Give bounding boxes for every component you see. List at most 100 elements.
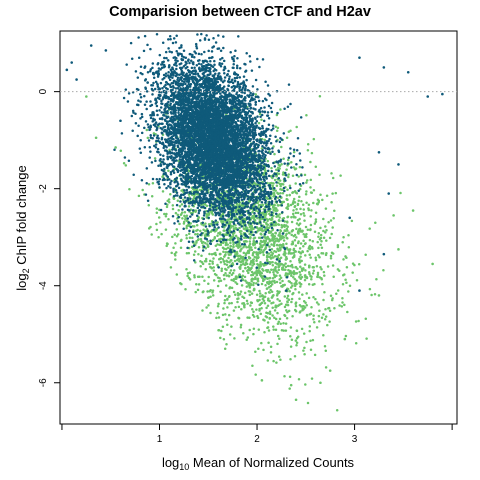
data-point <box>303 300 306 303</box>
data-point <box>168 198 171 201</box>
data-point <box>216 243 219 246</box>
data-point <box>297 200 300 203</box>
data-point <box>316 241 319 244</box>
data-point <box>209 266 212 269</box>
data-point <box>308 283 311 286</box>
data-point <box>261 283 264 286</box>
data-point <box>165 187 168 190</box>
data-point <box>214 273 217 276</box>
data-point <box>177 233 180 236</box>
data-point <box>236 237 239 240</box>
data-point <box>267 342 270 345</box>
data-point <box>307 143 310 146</box>
data-point <box>254 278 256 281</box>
data-point <box>208 253 211 256</box>
data-point <box>244 279 247 282</box>
data-point <box>199 230 202 233</box>
data-point <box>291 221 294 224</box>
data-point <box>312 318 315 321</box>
data-point <box>286 198 289 201</box>
data-point <box>297 203 300 206</box>
data-point <box>125 88 128 91</box>
data-point <box>172 204 175 207</box>
data-point <box>312 339 315 342</box>
data-point <box>233 337 236 340</box>
data-point <box>254 103 257 106</box>
data-point <box>279 183 282 186</box>
data-point <box>341 297 344 300</box>
data-point <box>267 312 270 315</box>
data-point <box>281 211 284 214</box>
data-point <box>278 355 281 358</box>
data-point <box>248 317 251 320</box>
data-point <box>235 235 238 238</box>
data-point <box>296 329 299 332</box>
data-point <box>196 233 199 236</box>
data-point <box>251 228 254 231</box>
data-point <box>269 262 272 265</box>
data-point <box>330 294 333 297</box>
data-point <box>211 212 214 215</box>
data-point <box>279 195 282 198</box>
data-point <box>196 224 199 227</box>
data-point <box>177 220 180 223</box>
data-point <box>323 291 326 294</box>
data-point <box>267 359 270 362</box>
data-point <box>230 302 233 305</box>
data-point <box>329 237 332 240</box>
data-point <box>309 325 312 328</box>
data-point <box>223 79 226 82</box>
data-point <box>278 269 281 272</box>
data-point <box>248 256 251 259</box>
data-point <box>295 228 298 231</box>
data-point <box>207 276 210 279</box>
data-point <box>180 283 183 286</box>
data-point <box>164 203 167 206</box>
data-point <box>341 241 344 244</box>
data-point <box>314 257 317 260</box>
data-point <box>289 375 292 378</box>
data-point <box>330 219 333 222</box>
data-point <box>273 244 276 247</box>
data-point <box>190 60 193 63</box>
data-point <box>239 67 242 70</box>
data-point <box>272 195 275 198</box>
data-point <box>188 62 191 65</box>
data-point <box>250 278 253 281</box>
data-point <box>302 204 305 207</box>
data-point <box>302 267 305 270</box>
data-point <box>184 196 187 199</box>
data-point <box>143 127 146 129</box>
data-point <box>216 248 219 251</box>
data-point <box>176 228 179 231</box>
data-point <box>251 365 254 368</box>
data-point <box>215 229 218 232</box>
data-point <box>286 216 289 219</box>
data-point <box>250 225 253 228</box>
data-point <box>202 291 205 294</box>
data-point <box>319 266 322 269</box>
data-point <box>272 209 275 212</box>
data-point <box>262 254 265 257</box>
data-point <box>339 174 342 177</box>
data-point <box>177 209 180 212</box>
data-point <box>319 194 322 197</box>
data-point <box>199 265 202 268</box>
data-point <box>300 200 303 203</box>
data-point <box>262 204 265 207</box>
data-point <box>249 294 252 297</box>
data-point <box>285 329 288 332</box>
data-point <box>299 166 302 169</box>
data-point <box>249 304 252 307</box>
data-point <box>250 268 253 271</box>
data-point <box>277 163 280 166</box>
data-point <box>137 125 140 128</box>
data-point <box>270 254 273 257</box>
data-point <box>318 256 321 259</box>
data-point <box>319 227 322 230</box>
data-point <box>307 207 310 210</box>
data-point <box>183 221 186 224</box>
data-point <box>294 182 297 185</box>
data-point <box>325 239 328 242</box>
data-point <box>223 338 226 341</box>
